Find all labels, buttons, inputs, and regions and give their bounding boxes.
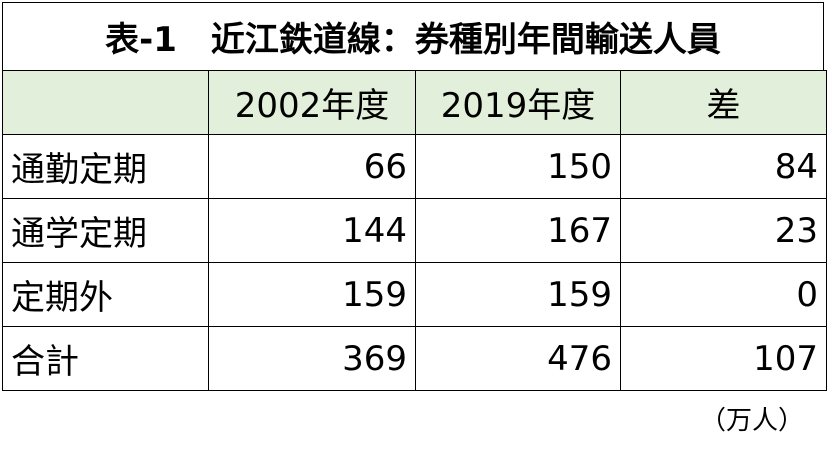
- row-label: 通学定期: [2, 198, 209, 263]
- unit-note: （万人）: [699, 406, 804, 436]
- value-cell: 167: [415, 198, 621, 263]
- value-cell: 150: [415, 134, 621, 199]
- value-cell: 159: [415, 262, 621, 327]
- row-label: 通勤定期: [2, 134, 209, 199]
- value-cell: 476: [415, 326, 621, 391]
- value-cell: 84: [620, 134, 827, 199]
- table-row: 定期外 159 159 0: [2, 262, 827, 327]
- header-row: 2002年度 2019年度差: [2, 70, 827, 135]
- header-cell: [2, 70, 209, 135]
- value-cell: 107: [620, 326, 827, 391]
- table-row: 通学定期 144 167 23: [2, 198, 827, 263]
- table-title: 表-1 近江鉄道線：券種別年間輸送人員: [2, 2, 824, 70]
- header-cell: 2019年度: [415, 70, 621, 135]
- value-cell: 369: [208, 326, 416, 391]
- header-cell: 差: [620, 70, 827, 135]
- table-row: 合計 369 476 107: [2, 326, 827, 391]
- data-table: 2002年度 2019年度差通勤定期 66 150 84 通学定期 144 167 23 定期外 1…: [2, 70, 827, 391]
- value-cell: 144: [208, 198, 416, 263]
- row-label: 合計: [2, 326, 209, 391]
- value-cell: 66: [208, 134, 416, 199]
- table-row: 通勤定期 66 150 84: [2, 134, 827, 199]
- value-cell: 23: [620, 198, 827, 263]
- header-cell: 2002年度: [208, 70, 416, 135]
- row-label: 定期外: [2, 262, 209, 327]
- value-cell: 159: [208, 262, 416, 327]
- value-cell: 0: [620, 262, 827, 327]
